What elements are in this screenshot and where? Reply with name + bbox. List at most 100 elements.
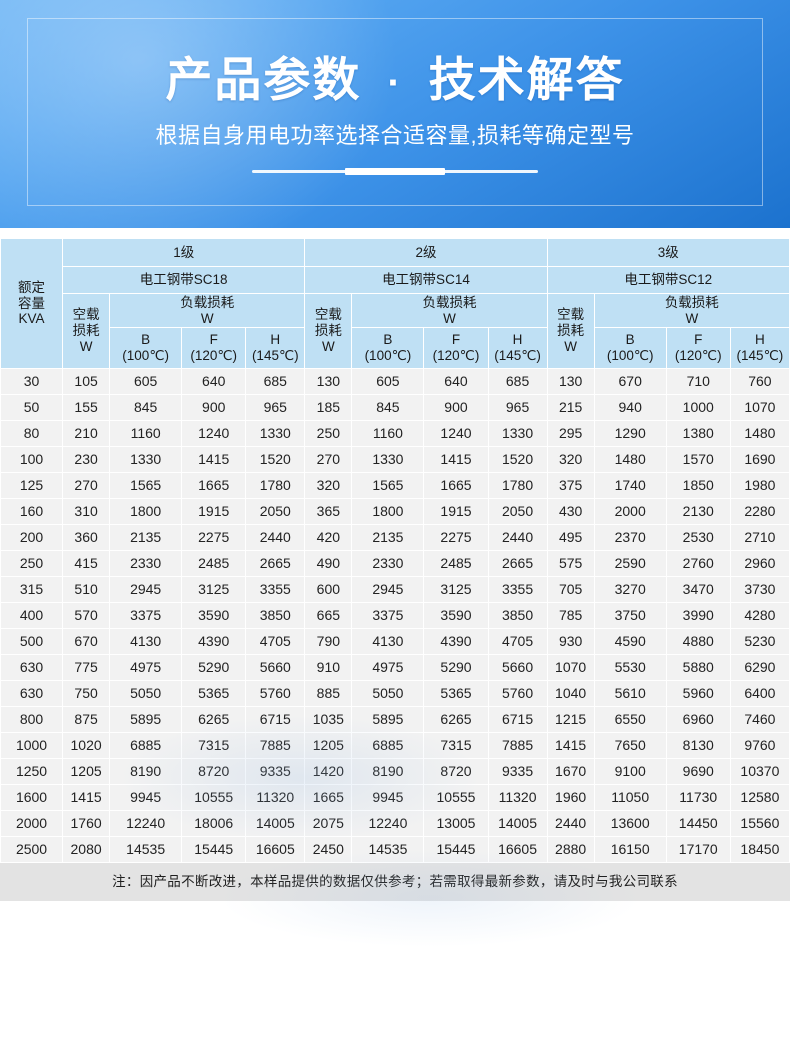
temp-letter: B — [141, 332, 151, 348]
cell-value: 6715 — [245, 706, 306, 733]
cell-value: 5660 — [245, 654, 306, 681]
cell-value: 360 — [62, 524, 111, 551]
cell-value: 3850 — [245, 602, 306, 629]
cell-value: 2945 — [351, 576, 425, 603]
cell-value: 5050 — [351, 680, 425, 707]
cell-value: 600 — [304, 576, 353, 603]
cell-value: 4280 — [729, 602, 790, 629]
cell-value: 4975 — [109, 654, 183, 681]
cell-value: 2075 — [304, 810, 353, 837]
cell-value: 3590 — [423, 602, 489, 629]
noload-line-2: 损耗 — [557, 323, 585, 339]
cell-value: 1480 — [729, 420, 790, 447]
table-row: 630 775 4975 5290 5660 910 4975 5290 5660 1070 553… — [0, 654, 790, 681]
cell-value: 6265 — [423, 706, 489, 733]
temp-value: (145℃) — [251, 348, 299, 363]
cell-value: 1520 — [487, 446, 548, 473]
cell-value: 4130 — [351, 628, 425, 655]
cell-value: 270 — [304, 446, 353, 473]
cell-value: 15560 — [729, 810, 790, 837]
cell-value: 5895 — [351, 706, 425, 733]
cell-value: 930 — [546, 628, 595, 655]
table-row: 125 270 1565 1665 1780 320 1565 1665 1780 375 1740… — [0, 472, 790, 499]
cell-value: 10555 — [181, 784, 247, 811]
cell-value: 3470 — [665, 576, 731, 603]
cell-value: 6715 — [487, 706, 548, 733]
cell-value: 4705 — [245, 628, 306, 655]
cell-value: 2590 — [593, 550, 667, 577]
cell-value: 605 — [109, 368, 183, 395]
cell-value: 2710 — [729, 524, 790, 551]
cell-value: 1415 — [423, 446, 489, 473]
cell-value: 2330 — [109, 550, 183, 577]
cell-value: 900 — [181, 394, 247, 421]
cell-value: 910 — [304, 654, 353, 681]
cell-value: 1240 — [181, 420, 247, 447]
cell-value: 965 — [487, 394, 548, 421]
cell-value: 1570 — [665, 446, 731, 473]
cell-value: 885 — [304, 680, 353, 707]
header-row-lossgroups: 空载 损耗 W 负载损耗 W 空载 损耗 W 负载损耗 — [1, 293, 790, 369]
cell-value: 845 — [109, 394, 183, 421]
cell-value: 665 — [304, 602, 353, 629]
header-row-grade: 额定 容量 KVA 1级 2级 3级 — [0, 238, 790, 369]
cell-value: 5290 — [423, 654, 489, 681]
cell-value: 1240 — [423, 420, 489, 447]
cell-value: 1665 — [423, 472, 489, 499]
cell-value: 8190 — [351, 758, 425, 785]
cell-rated-capacity: 160 — [0, 498, 64, 525]
cell-value: 8130 — [665, 732, 731, 759]
cell-value: 2275 — [423, 524, 489, 551]
cell-value: 1690 — [729, 446, 790, 473]
table-row: 800 875 5895 6265 6715 1035 5895 6265 6715 1215 65… — [0, 706, 790, 733]
cell-value: 900 — [423, 394, 489, 421]
cell-value: 7885 — [487, 732, 548, 759]
table-row: 50 155 845 900 965 185 845 900 965 215 940 1000 1070 — [0, 394, 790, 421]
cell-value: 15445 — [423, 836, 489, 863]
cell-value: 13600 — [593, 810, 667, 837]
cell-value: 12240 — [351, 810, 425, 837]
cell-value: 1850 — [665, 472, 731, 499]
cell-value: 1000 — [665, 394, 731, 421]
cell-value: 9760 — [729, 732, 790, 759]
cell-value: 1565 — [351, 472, 425, 499]
cell-value: 1330 — [109, 446, 183, 473]
divider-knob — [345, 168, 445, 176]
cell-value: 640 — [423, 368, 489, 395]
cell-value: 11050 — [593, 784, 667, 811]
cell-value: 8720 — [423, 758, 489, 785]
cell-rated-capacity: 100 — [0, 446, 64, 473]
cell-value: 1330 — [245, 420, 306, 447]
cell-value: 4390 — [181, 628, 247, 655]
cell-rated-capacity: 630 — [0, 654, 64, 681]
cell-value: 2050 — [487, 498, 548, 525]
cell-value: 2280 — [729, 498, 790, 525]
cell-rated-capacity: 200 — [0, 524, 64, 551]
cell-value: 1915 — [181, 498, 247, 525]
cell-value: 1415 — [546, 732, 595, 759]
cell-value: 7315 — [181, 732, 247, 759]
table-row: 1600 1415 9945 10555 11320 1665 9945 10555 11320… — [0, 784, 790, 811]
cell-value: 4590 — [593, 628, 667, 655]
cell-value: 3355 — [245, 576, 306, 603]
header-grade-3: 3级 — [546, 238, 790, 267]
header-load-loss-1: 负载损耗 W — [109, 293, 306, 328]
cell-value: 5230 — [729, 628, 790, 655]
cell-rated-capacity: 2500 — [0, 836, 64, 863]
header-temp-1-f: F (120℃) — [181, 327, 247, 369]
cell-value: 1380 — [665, 420, 731, 447]
noload-line-3: W — [564, 338, 577, 354]
cell-rated-capacity: 1250 — [0, 758, 64, 785]
cell-value: 1205 — [304, 732, 353, 759]
header-steel-3: 电工钢带SC12 — [546, 266, 790, 294]
header-rated-capacity: 额定 容量 KVA — [0, 238, 64, 369]
header-noload-loss-3: 空载 损耗 W — [546, 293, 595, 369]
cell-value: 5895 — [109, 706, 183, 733]
cell-rated-capacity: 30 — [0, 368, 64, 395]
cell-value: 9690 — [665, 758, 731, 785]
cell-value: 1980 — [729, 472, 790, 499]
header-grade-2: 2级 — [304, 238, 548, 267]
decorative-divider — [252, 168, 538, 176]
header-steel-1: 电工钢带SC18 — [62, 266, 306, 294]
cell-value: 1915 — [423, 498, 489, 525]
